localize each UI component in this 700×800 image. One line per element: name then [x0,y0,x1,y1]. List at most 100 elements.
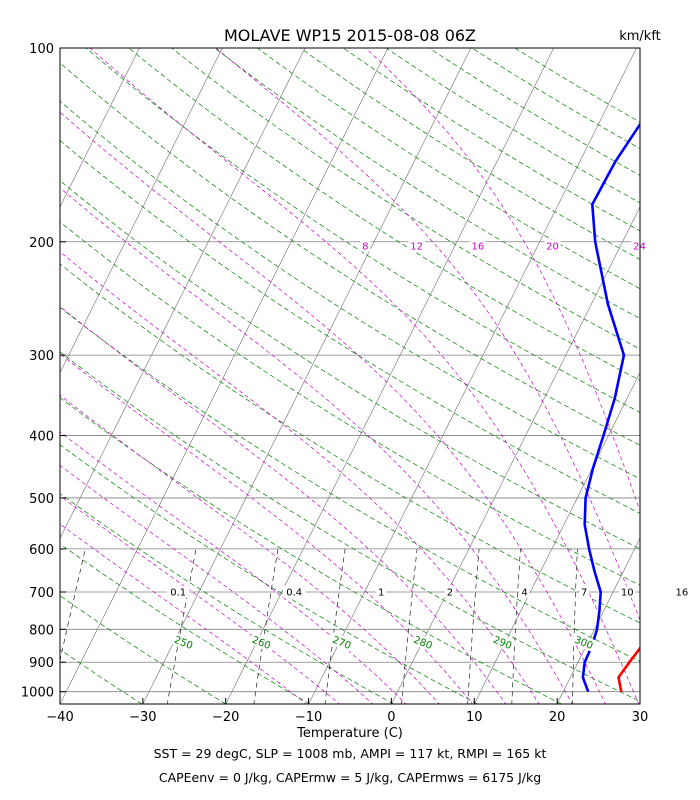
dry-adiabat-line [60,306,640,662]
mixing-ratio-label: 10 [621,588,634,599]
dry-adiabat-line [343,48,640,232]
isotherm-line [308,48,637,704]
sounding-profiles [581,122,640,693]
mixing-ratio-label: 7 [581,588,587,599]
dry-adiabat-line [128,48,640,381]
pressure-tick-label: 800 [29,623,54,638]
isotherm-line [60,48,140,208]
moist-adiabat-line [60,464,374,704]
mixing-ratio-label-bg [579,585,590,598]
moist-adiabat-label-bg [544,239,561,252]
moist-adiabat-label: 16 [472,242,485,253]
moist-adiabat-line [365,48,640,512]
moist-adiabat-label-bg [469,239,487,252]
moist-adiabat-label: 8 [362,242,368,253]
moist-adiabat-line [60,495,341,704]
x-axis-label: Temperature (C) [296,726,403,741]
x-tick-label: 0 [387,710,395,725]
moist-adiabat-line [60,353,473,704]
mixing-ratio-label: 0.4 [286,588,302,599]
moist-adiabat-line [60,251,540,704]
dry-adiabat-line [385,48,640,204]
pressure-tick-label: 700 [29,586,54,601]
mixing-ratio-label: 1 [378,588,384,599]
dry-adiabat-label-bg [329,632,355,652]
dry-adiabat-label: 280 [412,635,434,652]
isotherm-line [639,703,640,704]
x-tick-label: 10 [466,710,483,725]
x-tick-label: −30 [129,710,156,725]
mixing-ratio-label-group: 4 [519,585,530,599]
moist-adiabat-label-bg [360,239,371,252]
moist-adiabat-label-group: 12 [408,239,425,253]
mixing-ratio-line [511,548,521,704]
dry-adiabat-line [60,100,640,480]
mixing-ratio-line [167,548,197,704]
dry-adiabat-label-group: 290 [490,632,516,652]
dry-adiabat-line [85,48,640,413]
dry-adiabat-line [60,351,640,702]
mixing-ratio-label-bg [619,585,636,598]
pressure-tick-label: 400 [29,430,54,445]
plot-frame [59,47,641,705]
mixing-ratio-label-bg [376,585,387,598]
mixing-ratio-label: 0.1 [170,588,186,599]
mixing-ratio-label-group: 1 [376,585,387,599]
mixing-ratio-label: 16 [676,588,689,599]
pressure-tick-label: 900 [29,656,54,671]
dry-adiabat-label-group: 250 [171,632,197,652]
dry-adiabat-line [300,48,640,260]
moist-adiabat-line [60,306,507,704]
x-tick-label: −40 [46,710,73,725]
dry-adiabat-line [257,48,640,290]
pressure-tick-label: 1000 [21,686,54,701]
dry-adiabat-line [60,649,143,704]
mixing-ratio-label-bg [282,585,306,598]
dry-adiabat-label-group: 280 [410,632,436,652]
moist-adiabat-label-group: 8 [360,239,371,253]
mixing-ratio-label-bg [673,585,691,598]
mixing-ratio-label: 2 [447,588,453,599]
isotherm-line [391,206,640,704]
mixing-ratio-line [60,548,86,662]
mixing-ratio-line [324,548,346,704]
dry-adiabat-line [60,62,640,446]
dry-adiabat-label: 260 [250,635,272,652]
isotherm-line [60,48,223,374]
footer-line-1: SST = 29 degC, SLP = 1008 mb, AMPI = 117… [154,746,547,761]
moist-adiabat-line [60,431,407,704]
isotherm-line [142,48,472,704]
dry-adiabat-line [60,397,562,704]
dry-adiabat-line [514,48,640,123]
moist-adiabat-label-group: 16 [469,239,487,253]
dry-adiabat-line [171,48,640,350]
dry-adiabat-label-bg [571,632,597,652]
dewpoint-profile-line [581,122,640,693]
moist-adiabat-line [89,48,640,704]
mixing-ratio-label-group: 7 [579,585,590,599]
dry-adiabat-label: 270 [331,635,353,652]
mixing-ratio-label-group: 0.1 [166,585,190,599]
dry-adiabat-label-group: 260 [248,632,275,652]
isotherm-line [556,537,640,704]
mixing-ratio-line [572,548,578,704]
moist-adiabat-label: 12 [410,242,423,253]
dry-adiabat-line [60,263,640,624]
isotherm-line [60,48,389,704]
dry-adiabat-label-group: 300 [571,632,597,652]
dry-adiabat-line [60,140,640,514]
moist-adiabat-line [60,394,440,704]
dry-adiabat-line [60,543,310,704]
dry-adiabat-label: 290 [491,635,513,652]
pressure-tick-label: 600 [29,543,54,558]
moist-adiabat-label-group: 20 [544,239,561,253]
dry-adiabat-label-bg [410,632,436,652]
dry-adiabat-label-bg [490,632,516,652]
dry-adiabat-label-bg [248,632,275,652]
mixing-ratio-label-group: 16 [673,585,691,599]
mixing-ratio-label-bg [519,585,530,598]
dry-adiabat-line [60,444,478,704]
axes: −40 −30 −20 −10 0 10 20 30 100 200 300 400 500 600 700… [21,42,648,725]
